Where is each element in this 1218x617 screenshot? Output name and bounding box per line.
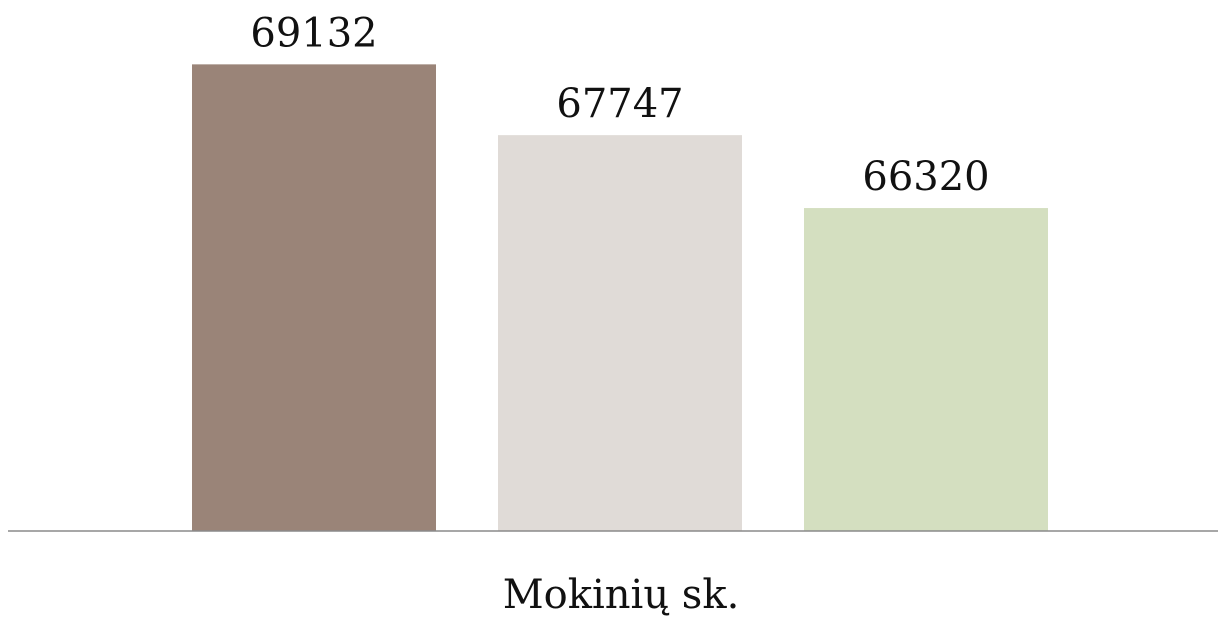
data-label-2: 67747 [556, 81, 683, 127]
category-label: Mokinių sk. [503, 572, 740, 617]
bar-1 [192, 64, 436, 531]
data-label-3: 66320 [862, 154, 989, 200]
bar-2 [498, 135, 742, 531]
data-labels-group: 69132 67747 66320 [250, 10, 989, 200]
bars-group [192, 64, 1048, 531]
bar-3 [804, 208, 1048, 531]
data-label-1: 69132 [250, 10, 377, 56]
